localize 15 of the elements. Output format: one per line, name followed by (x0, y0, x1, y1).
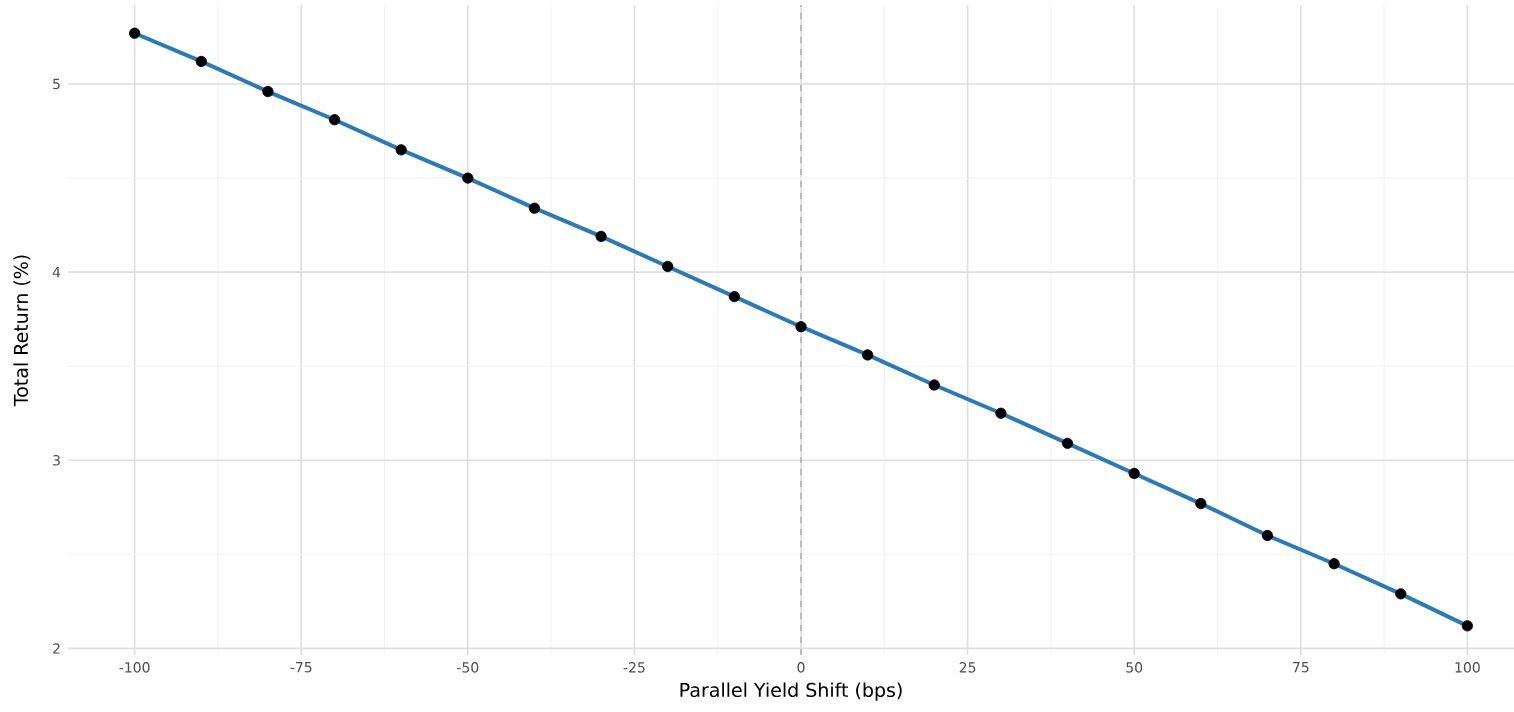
x-axis-title: Parallel Yield Shift (bps) (680, 682, 902, 701)
x-tick-label: -50 (457, 662, 479, 673)
x-tick-label: 50 (1126, 662, 1143, 673)
y-tick-label: 2 (53, 643, 60, 654)
x-tick-label: 75 (1293, 662, 1309, 673)
x-tick-label: -25 (623, 662, 645, 673)
x-tick-label: 0 (797, 662, 805, 673)
x-tick-label: -75 (290, 662, 312, 673)
x-tick-label: 25 (959, 662, 976, 673)
y-tick-label: 4 (52, 267, 61, 278)
y-axis-title: Total Return (%) (13, 255, 31, 407)
x-tick-label: -100 (119, 662, 150, 673)
y-tick-label: 3 (53, 455, 60, 466)
x-tick-label: 100 (1455, 662, 1480, 673)
y-tick-label: 5 (53, 78, 60, 90)
